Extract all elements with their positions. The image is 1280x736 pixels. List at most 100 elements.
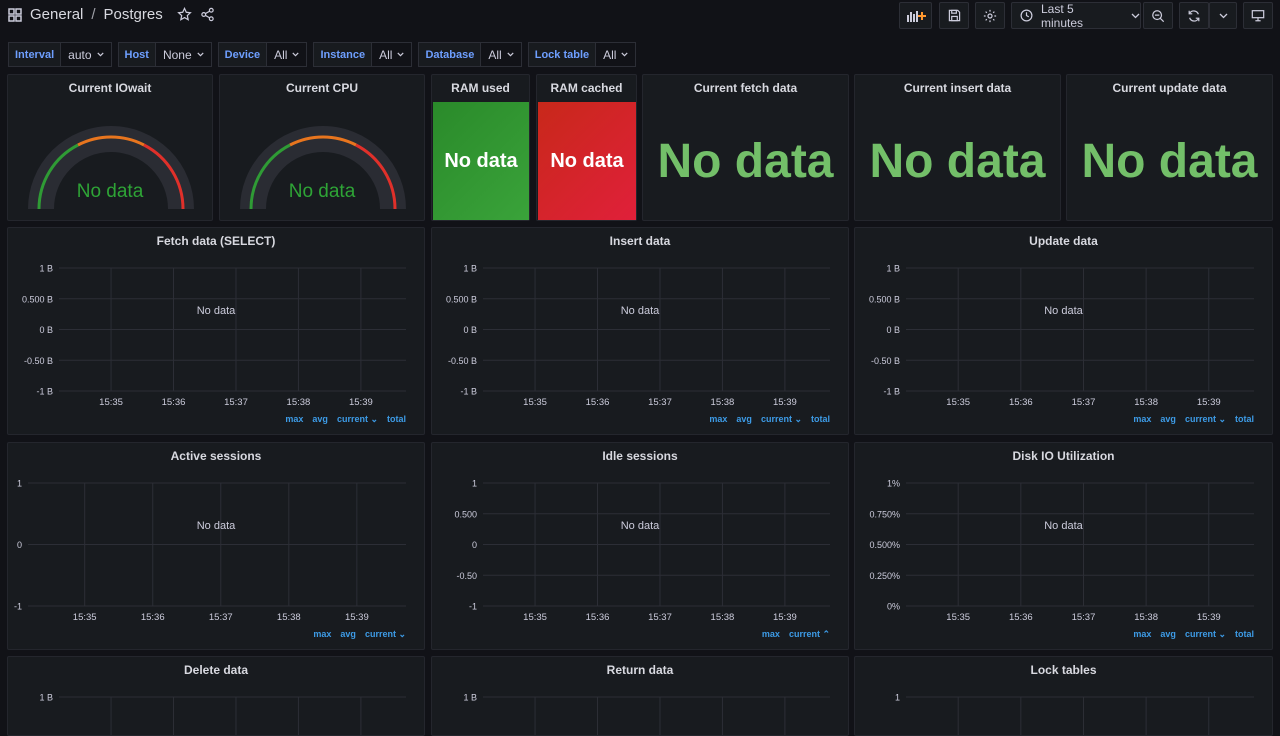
- no-data-message: No data: [196, 520, 236, 532]
- dashboards-grid-icon[interactable]: [8, 7, 22, 22]
- chevron-down-icon: [96, 52, 104, 57]
- no-data-message: No data: [196, 305, 236, 317]
- panel-ram-used: RAM used No data: [431, 74, 530, 221]
- stat-value: No data: [869, 135, 1046, 188]
- y-tick-label: 0.500 B: [22, 294, 53, 304]
- panel-title: Current CPU: [285, 81, 358, 95]
- legend-sort-total[interactable]: total: [387, 414, 406, 424]
- graph-plot: 1 0.500 0 -0.50 -1 15:35 15:36 15:37 15:38 15:39: [454, 479, 830, 623]
- save-dashboard-button[interactable]: [939, 2, 969, 29]
- variable-label: Interval: [8, 42, 62, 67]
- graph-legend: max avg current ⌄ total: [1133, 629, 1254, 640]
- variable-value: All: [488, 47, 502, 62]
- variable-instance: Instance All: [313, 42, 413, 67]
- variable-value: All: [603, 47, 617, 62]
- x-tick-label: 15:36: [1009, 612, 1033, 623]
- legend-sort-avg[interactable]: avg: [340, 629, 356, 639]
- variable-select[interactable]: All: [372, 42, 413, 67]
- panel-title: RAM cached: [550, 81, 623, 95]
- variable-select[interactable]: All: [596, 42, 637, 67]
- monitor-icon: [1251, 9, 1265, 22]
- x-tick-label: 15:38: [287, 397, 311, 408]
- refresh-interval-dropdown[interactable]: [1209, 2, 1237, 29]
- graph-plot: 1 0 -1 15:35 15:36 15:37 15:38 15:39: [14, 479, 406, 623]
- graph-plot: 1 B 0.500 B 0 B -0.50 B -1 B 15:35 15:36 15:37 1…: [22, 264, 406, 408]
- star-icon[interactable]: [176, 7, 192, 22]
- variable-value: auto: [68, 47, 92, 62]
- time-range-label: Last 5 minutes: [1041, 1, 1084, 30]
- legend-sort-max[interactable]: max: [761, 629, 780, 639]
- panel-title: Idle sessions: [602, 449, 678, 463]
- graph-legend: max avg current ⌄ total: [285, 414, 406, 425]
- legend-sort-current[interactable]: current ⌄: [364, 629, 406, 639]
- legend-sort-current[interactable]: current ⌄: [1184, 629, 1226, 639]
- legend-sort-avg[interactable]: avg: [312, 414, 328, 424]
- save-icon: [948, 9, 961, 22]
- x-tick-label: 15:38: [711, 397, 735, 408]
- add-panel-button[interactable]: [899, 2, 932, 29]
- breadcrumb: General / Postgres: [8, 6, 215, 23]
- legend-sort-current[interactable]: current ⌄: [760, 414, 802, 424]
- legend-sort-current[interactable]: current ⌄: [1184, 414, 1226, 424]
- y-tick-label: 0.500 B: [869, 294, 900, 304]
- y-tick-label: 1 B: [39, 693, 53, 703]
- no-data-message: No data: [1044, 305, 1083, 317]
- chevron-down-icon: [397, 52, 405, 57]
- variable-select[interactable]: None: [155, 42, 212, 67]
- y-tick-label: 1 B: [39, 264, 53, 274]
- refresh-button[interactable]: [1179, 2, 1209, 29]
- ram-cached-stat: No data: [538, 102, 636, 220]
- refresh-icon: [1187, 9, 1201, 23]
- legend-sort-max[interactable]: max: [1133, 414, 1152, 424]
- x-tick-label: 15:39: [345, 612, 369, 623]
- y-tick-label: 0 B: [463, 325, 477, 335]
- share-icon[interactable]: [200, 7, 215, 22]
- legend-sort-max[interactable]: max: [1133, 629, 1152, 639]
- variable-value: None: [162, 47, 192, 62]
- panel-title: Current update data: [1112, 81, 1227, 95]
- x-tick-label: 15:36: [162, 397, 186, 408]
- panel-current-insert-data: Current insert data No data: [854, 74, 1061, 221]
- stat-value: No data: [1081, 135, 1258, 188]
- legend-sort-avg[interactable]: avg: [1160, 414, 1176, 424]
- breadcrumb-folder[interactable]: General: [30, 6, 84, 23]
- legend-sort-total[interactable]: total: [1235, 414, 1254, 424]
- x-tick-label: 15:38: [1134, 612, 1158, 623]
- y-tick-label: 0 B: [886, 325, 900, 335]
- time-picker-button[interactable]: Last 5 minutes: [1011, 1, 1141, 30]
- y-tick-label: -1 B: [460, 387, 477, 397]
- panel-title: Fetch data (SELECT): [156, 234, 276, 248]
- x-tick-label: 15:36: [586, 612, 610, 623]
- legend-sort-max[interactable]: max: [285, 414, 304, 424]
- legend-sort-avg[interactable]: avg: [1160, 629, 1176, 639]
- x-tick-label: 15:39: [349, 397, 373, 408]
- panel-title: RAM used: [451, 81, 510, 95]
- variable-select[interactable]: auto: [61, 42, 112, 67]
- x-tick-label: 15:35: [99, 397, 123, 408]
- y-tick-label: 0.250%: [869, 571, 900, 581]
- y-tick-label: -0.50 B: [448, 356, 477, 366]
- dashboard-settings-button[interactable]: [975, 2, 1005, 29]
- legend-sort-total[interactable]: total: [1235, 629, 1254, 639]
- legend-sort-current[interactable]: current ⌃: [788, 629, 830, 639]
- graph-plot: 1: [895, 693, 1254, 735]
- legend-sort-max[interactable]: max: [709, 414, 728, 424]
- chevron-down-icon: [1131, 13, 1140, 19]
- tv-mode-button[interactable]: [1243, 2, 1273, 29]
- legend-sort-max[interactable]: max: [313, 629, 332, 639]
- x-tick-label: 15:36: [141, 612, 165, 623]
- variable-device: Device All: [217, 42, 308, 67]
- graph-legend: max avg current ⌄: [313, 629, 406, 640]
- legend-sort-current[interactable]: current ⌄: [336, 414, 378, 424]
- variable-select[interactable]: All: [481, 42, 522, 67]
- legend-sort-avg[interactable]: avg: [736, 414, 752, 424]
- dashboard-title[interactable]: Postgres: [103, 6, 163, 23]
- gauge-value: No data: [288, 181, 356, 202]
- panel-disk-io-utilization: Disk IO Utilization 1% 0.750% 0.500% 0.250% 0…: [854, 442, 1273, 650]
- variable-label: Instance: [313, 42, 373, 67]
- zoom-out-button[interactable]: [1143, 2, 1173, 29]
- y-tick-label: 0%: [887, 602, 900, 612]
- variable-select[interactable]: All: [267, 42, 308, 67]
- panel-title: Current IOwait: [68, 81, 152, 95]
- legend-sort-total[interactable]: total: [811, 414, 830, 424]
